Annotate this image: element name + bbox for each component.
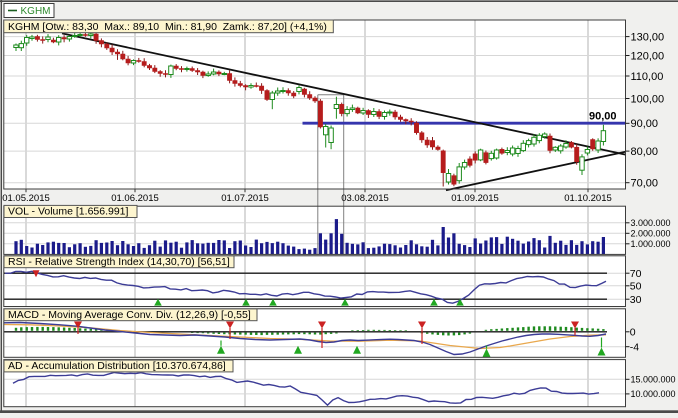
svg-text:0: 0 (630, 327, 636, 339)
svg-text:KGHM [Otw.: 83,30 Max.: 89,10: KGHM [Otw.: 83,30 Max.: 89,10 Min.: 81,9… (8, 21, 327, 33)
svg-text:80,00: 80,00 (631, 146, 659, 158)
svg-text:2.000.000: 2.000.000 (631, 229, 671, 239)
svg-text:03.08.2015: 03.08.2015 (341, 193, 389, 204)
svg-text:AD - Accumulation Distribution: AD - Accumulation Distribution [10.370.6… (8, 360, 226, 372)
svg-text:130,00: 130,00 (631, 31, 665, 43)
svg-text:VOL - Volume [1.656.991]: VOL - Volume [1.656.991] (8, 206, 129, 218)
svg-text:10.000.000: 10.000.000 (631, 389, 676, 399)
svg-text:70,00: 70,00 (631, 178, 659, 190)
svg-text:110,00: 110,00 (631, 71, 664, 83)
svg-text:-4: -4 (630, 341, 639, 353)
svg-text:15.000.000: 15.000.000 (631, 375, 676, 385)
svg-text:50: 50 (630, 281, 642, 293)
svg-text:70: 70 (630, 268, 642, 280)
svg-text:01.06.2015: 01.06.2015 (111, 193, 159, 204)
svg-text:30: 30 (630, 294, 642, 306)
svg-text:3.000.000: 3.000.000 (631, 218, 671, 228)
svg-text:RSI - Relative Strength Index: RSI - Relative Strength Index (14,30,70)… (8, 256, 230, 268)
svg-text:100,00: 100,00 (631, 93, 665, 105)
svg-text:MACD - Moving Average Conv. Di: MACD - Moving Average Conv. Div. (12,26,… (8, 309, 251, 321)
svg-text:01.05.2015: 01.05.2015 (2, 193, 50, 204)
svg-text:01.07.2015: 01.07.2015 (221, 193, 269, 204)
svg-text:120,00: 120,00 (631, 50, 665, 62)
svg-text:90,00: 90,00 (589, 111, 617, 123)
svg-text:KGHM: KGHM (21, 6, 51, 17)
svg-text:1.000.000: 1.000.000 (631, 239, 671, 249)
svg-text:01.10.2015: 01.10.2015 (564, 193, 612, 204)
svg-text:01.09.2015: 01.09.2015 (451, 193, 499, 204)
svg-text:90,00: 90,00 (631, 118, 659, 130)
